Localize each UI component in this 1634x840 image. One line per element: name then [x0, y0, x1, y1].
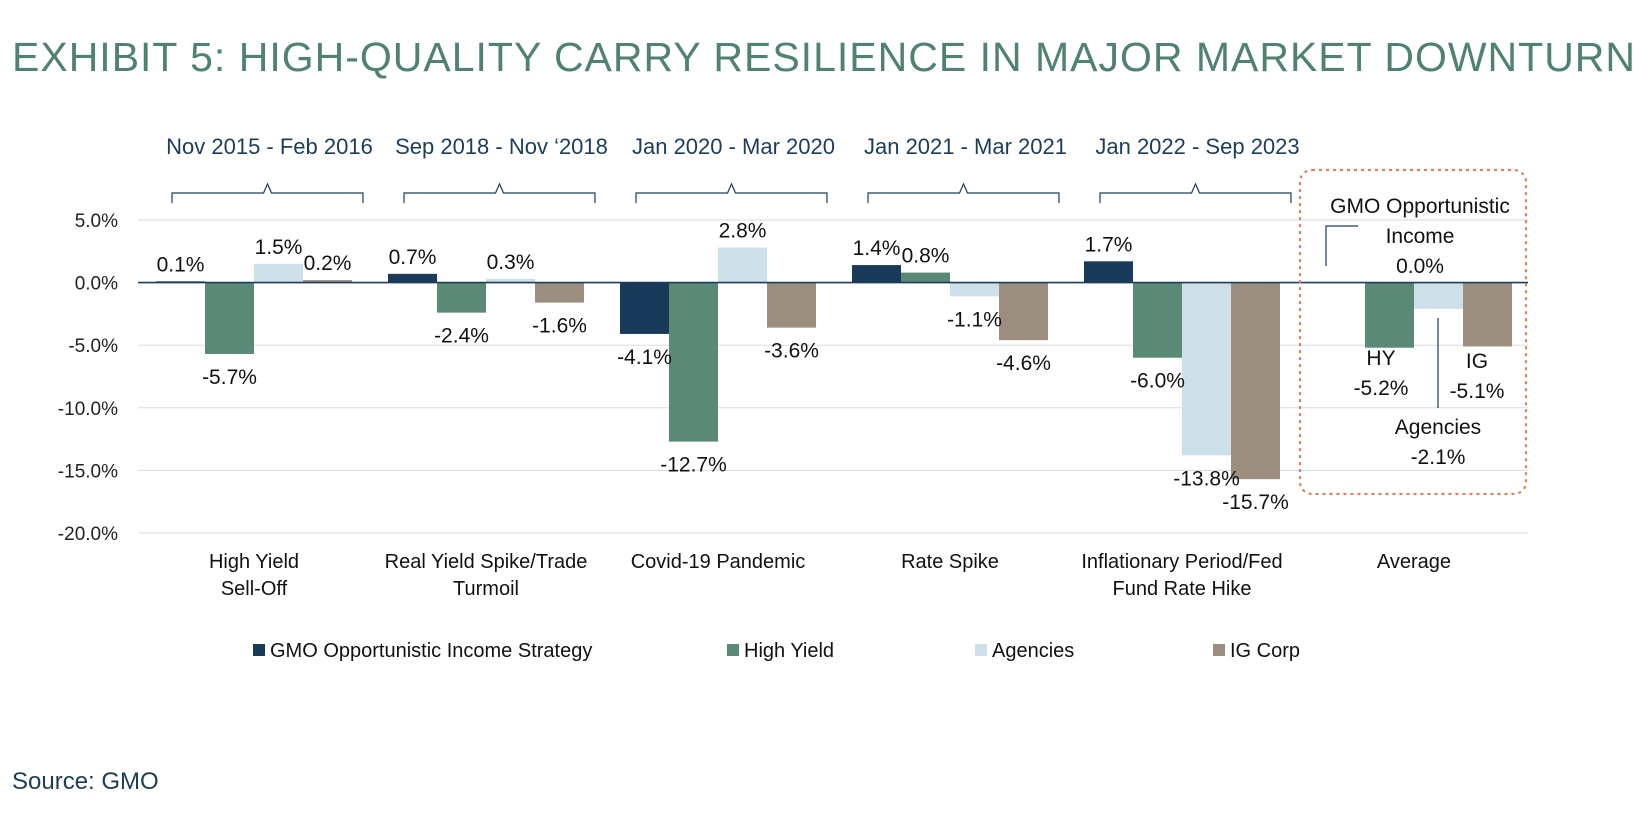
category-label: Fund Rate Hike [1113, 578, 1252, 600]
legend-swatch-agencies [975, 644, 987, 656]
category-label: Rate Spike [901, 551, 999, 573]
average-callout-text: IG [1466, 350, 1488, 373]
bars [156, 247, 1512, 480]
average-callout-text: Income [1386, 225, 1455, 248]
bar-high-yield [1133, 282, 1182, 358]
data-label: -4.6% [996, 352, 1051, 375]
legend-label-strategy: GMO Opportunistic Income Strategy [270, 640, 592, 662]
average-highlight: GMO Opportunistic Income 0.0% HY -5.2% IG -5.1… [1298, 168, 1528, 496]
bar-agencies [718, 247, 767, 283]
bar-strategy [388, 273, 437, 283]
category-label: Turmoil [453, 578, 519, 600]
data-label: -3.6% [764, 340, 819, 363]
data-label: -13.8% [1173, 467, 1240, 490]
data-label: -15.7% [1222, 491, 1289, 514]
data-label: -6.0% [1130, 370, 1185, 393]
data-label: 1.4% [853, 237, 901, 260]
bar-ig-corp [1231, 282, 1280, 480]
period-bracket [1099, 182, 1292, 203]
y-tick-label: 0.0% [75, 274, 118, 295]
bar-ig-corp [767, 282, 816, 328]
bar-high-yield [205, 282, 254, 354]
data-label: 0.1% [157, 253, 205, 276]
bar-agencies [950, 282, 999, 297]
y-tick-label: 5.0% [75, 211, 118, 232]
period-label: Jan 2020 - Mar 2020 [632, 134, 835, 159]
data-label: 0.8% [902, 245, 950, 268]
data-label: 2.8% [719, 220, 767, 243]
data-label: 0.3% [487, 251, 535, 274]
bar-ig-corp [535, 282, 584, 303]
bar-high-yield [669, 282, 718, 442]
gridlines [138, 219, 1528, 534]
data-label: -12.7% [660, 454, 727, 477]
average-callout-text: -5.2% [1354, 377, 1409, 400]
category-label: Average [1377, 551, 1451, 573]
bar-agencies [254, 263, 303, 283]
data-label: -1.6% [532, 315, 587, 338]
average-callout-text: -2.1% [1411, 446, 1466, 469]
bar-high-yield [437, 282, 486, 313]
data-label: 1.7% [1085, 233, 1133, 256]
bar-ig-corp [303, 280, 352, 283]
legend-swatch-strategy [253, 644, 265, 656]
y-tick-label: -5.0% [68, 336, 118, 357]
category-label: High Yield [209, 551, 299, 573]
bar-high-yield [1365, 282, 1414, 348]
legend-label-ig-corp: IG Corp [1230, 640, 1300, 662]
period-bracket [867, 182, 1060, 203]
data-label: -5.7% [202, 366, 257, 389]
period-bracket [171, 182, 364, 203]
data-label: -1.1% [947, 308, 1002, 331]
bar-strategy [620, 282, 669, 334]
period-bracket [635, 182, 828, 203]
bar-strategy [852, 265, 901, 283]
y-tick-label: -15.0% [58, 461, 118, 482]
category-label: Inflationary Period/Fed [1081, 551, 1282, 573]
data-label: 1.5% [255, 236, 303, 259]
legend-label-high-yield: High Yield [744, 640, 834, 662]
bar-ig-corp [1463, 282, 1512, 347]
bar-high-yield [901, 272, 950, 283]
data-label: -4.1% [617, 346, 672, 369]
y-axis-ticks: 5.0% 0.0% -5.0% -10.0% -15.0% -20.0% [58, 211, 118, 545]
y-tick-label: -10.0% [58, 399, 118, 420]
bar-strategy [1084, 261, 1133, 283]
x-axis-categories: High Yield Sell-Off Real Yield Spike/Trade… [209, 551, 1451, 600]
data-label: 0.7% [389, 246, 437, 269]
average-callout-text: 0.0% [1396, 255, 1444, 278]
bar-agencies [1414, 282, 1463, 309]
y-tick-label: -20.0% [58, 524, 118, 545]
category-label: Sell-Off [221, 578, 288, 600]
bar-ig-corp [999, 282, 1048, 341]
period-label: Jan 2021 - Mar 2021 [864, 134, 1067, 159]
category-label: Covid-19 Pandemic [631, 551, 806, 573]
average-callout-text: -5.1% [1450, 380, 1505, 403]
legend-swatch-high-yield [727, 644, 739, 656]
source-note: Source: GMO [12, 768, 159, 795]
period-label: Nov 2015 - Feb 2016 [166, 134, 373, 159]
legend-label-agencies: Agencies [992, 640, 1074, 662]
period-bracket [403, 182, 596, 203]
average-highlight-box [1298, 168, 1528, 496]
average-callout-text: Agencies [1395, 416, 1481, 439]
bar-agencies [1182, 282, 1231, 456]
period-label: Sep 2018 - Nov ‘2018 [395, 134, 608, 159]
data-labels: 0.1% -5.7% 1.5%0.2% 0.7% -2.4% 0.3% -1.6% -4.1%… [157, 220, 1289, 515]
category-label: Real Yield Spike/Trade [385, 551, 588, 573]
data-label: 0.2% [304, 252, 352, 275]
chart-title: EXHIBIT 5: HIGH-QUALITY CARRY RESILIENCE… [12, 34, 1634, 80]
legend: GMO Opportunistic Income Strategy High Yi… [253, 640, 1300, 662]
period-brackets: Nov 2015 - Feb 2016 Sep 2018 - Nov ‘2018 J… [166, 134, 1300, 203]
data-label: -2.4% [434, 325, 489, 348]
legend-swatch-ig-corp [1213, 644, 1225, 656]
average-callout-text: HY [1366, 347, 1395, 370]
period-label: Jan 2022 - Sep 2023 [1095, 134, 1299, 159]
callout-leader-line [1325, 225, 1358, 266]
bar-agencies [486, 278, 535, 283]
average-callout-text: GMO Opportunistic [1330, 195, 1510, 218]
